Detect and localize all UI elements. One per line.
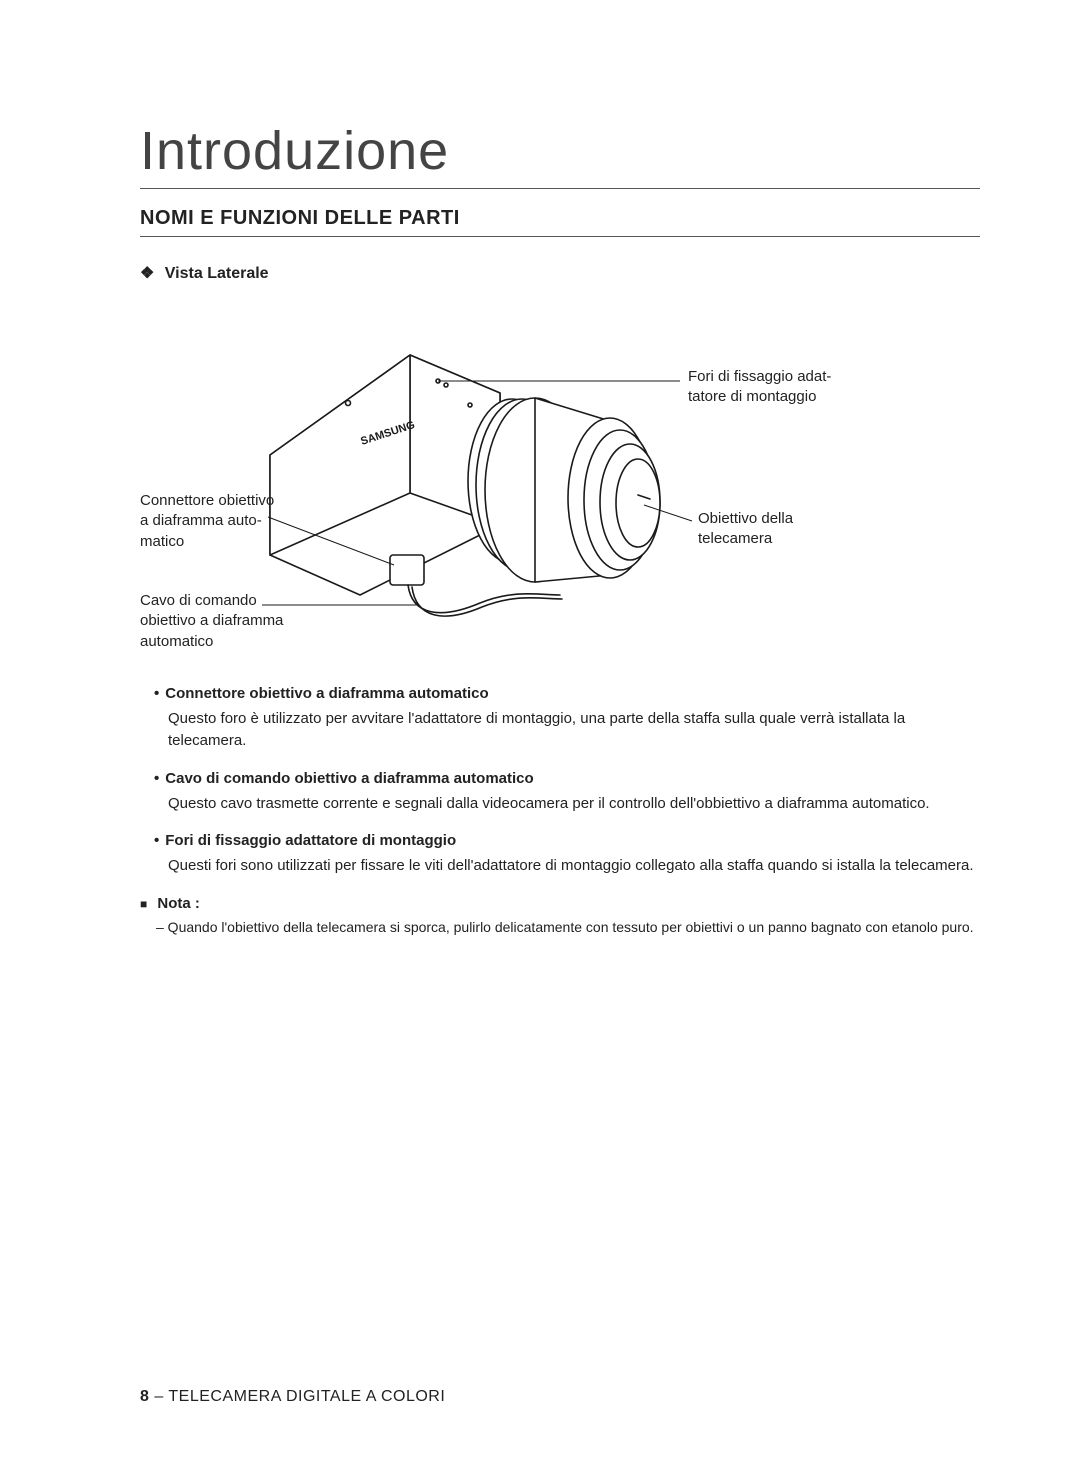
note-colon: : — [191, 895, 200, 912]
description-list: •Connettore obiettivo a diaframma automa… — [140, 685, 980, 877]
page-number: 8 — [140, 1388, 149, 1405]
item-title: Cavo di comando obiettivo a diaframma au… — [165, 770, 533, 787]
callout-iris-connector: Connettore obiettivoa diaframma auto-mat… — [140, 491, 310, 552]
subheading-text: Vista Laterale — [165, 265, 269, 282]
note-label: Nota — [157, 895, 190, 912]
item-body: Questo cavo trasmette corrente e segnali… — [168, 793, 980, 815]
item-title: Fori di fissaggio adattatore di montaggi… — [165, 832, 456, 849]
subheading: ❖ Vista Laterale — [140, 263, 980, 283]
note-body: – Quando l'obiettivo della telecamera si… — [168, 918, 980, 938]
item-body: Questi fori sono utilizzati per fissare … — [168, 855, 980, 877]
note-block: ■ Nota : – Quando l'obiettivo della tele… — [140, 895, 980, 938]
manual-page: Introduzione NOMI E FUNZIONI DELLE PARTI… — [0, 0, 1080, 1476]
page-footer: 8 – TELECAMERA DIGITALE A COLORI — [140, 1388, 445, 1406]
section-title: NOMI E FUNZIONI DELLE PARTI — [140, 207, 980, 237]
callout-iris-cable: Cavo di comandoobiettivo a diaframmaauto… — [140, 591, 340, 652]
item-body: Questo foro è utilizzato per avvitare l'… — [168, 708, 980, 752]
ornament-icon: ❖ — [140, 265, 154, 282]
callout-lens: Obiettivo dellatelecamera — [698, 509, 868, 550]
camera-diagram: SAMSUNG Fori di fissaggio adat-tatore di… — [140, 295, 980, 665]
list-item: •Connettore obiettivo a diaframma automa… — [154, 685, 980, 752]
item-title: Connettore obiettivo a diaframma automat… — [165, 685, 488, 702]
callout-mounting-holes: Fori di fissaggio adat-tatore di montagg… — [688, 367, 878, 408]
note-marker-icon: ■ — [140, 897, 147, 911]
footer-title: TELECAMERA DIGITALE A COLORI — [168, 1388, 445, 1405]
chapter-title: Introduzione — [140, 120, 980, 189]
list-item: •Cavo di comando obiettivo a diaframma a… — [154, 770, 980, 815]
list-item: •Fori di fissaggio adattatore di montagg… — [154, 832, 980, 877]
footer-sep: – — [149, 1388, 168, 1405]
